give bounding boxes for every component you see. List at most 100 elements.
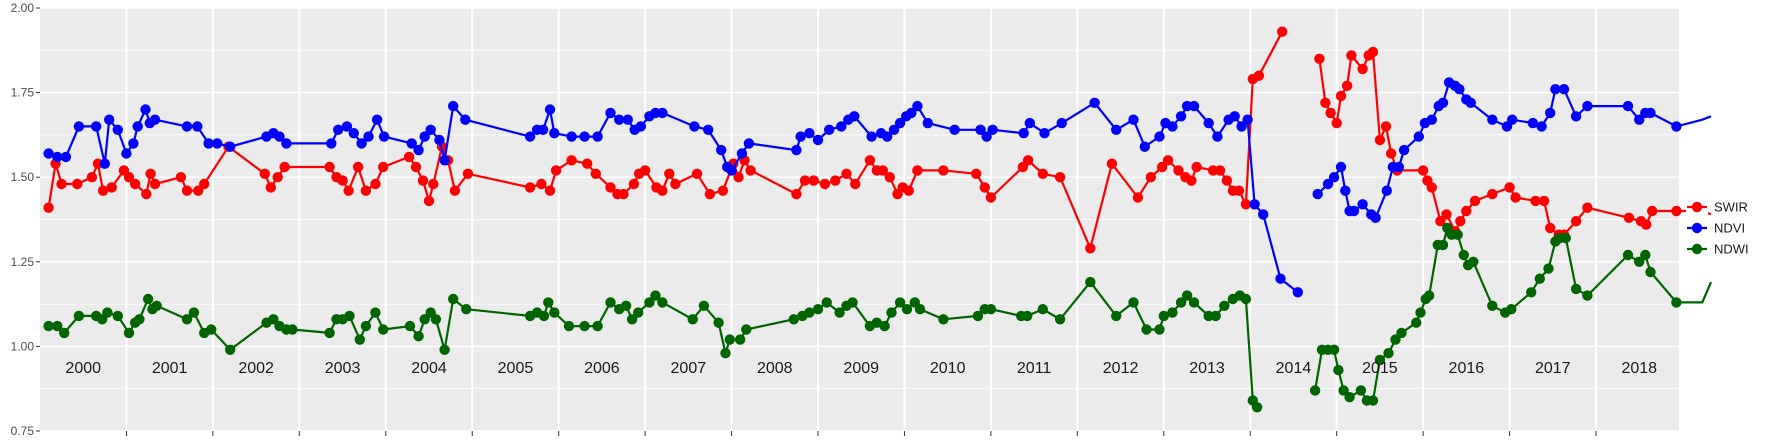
data-point	[141, 188, 152, 200]
year-labels: 2000 2001 2002 2003 2004 2005 2006 2007 2008 2009…	[65, 360, 1657, 377]
year-label: 2014	[1276, 360, 1312, 377]
data-point	[614, 114, 625, 125]
data-point	[949, 124, 960, 135]
data-point	[1487, 188, 1498, 200]
data-point	[1424, 290, 1435, 301]
data-point	[413, 144, 424, 156]
data-point	[1037, 168, 1049, 179]
data-point	[1320, 97, 1331, 109]
data-point	[1374, 354, 1386, 366]
data-point	[703, 124, 714, 135]
data-point	[1106, 158, 1118, 169]
data-point	[670, 178, 681, 190]
data-point	[1162, 155, 1174, 166]
data-point	[1582, 290, 1593, 301]
data-point	[592, 131, 603, 142]
data-point	[1465, 97, 1476, 109]
data-point	[1437, 239, 1449, 251]
data-point	[1056, 117, 1068, 129]
data-point	[1111, 310, 1122, 322]
data-point	[726, 165, 737, 176]
data-point	[912, 100, 923, 112]
data-point	[448, 100, 459, 112]
data-point	[716, 144, 727, 156]
data-point	[536, 178, 547, 190]
data-point	[268, 314, 279, 325]
data-point	[808, 175, 819, 186]
year-label: 2001	[152, 360, 188, 377]
data-point	[356, 138, 367, 149]
data-point	[378, 161, 389, 173]
data-point	[410, 161, 422, 173]
data-point	[894, 117, 906, 129]
data-point	[134, 314, 145, 325]
year-label: 2009	[843, 360, 879, 377]
data-point	[193, 185, 204, 196]
data-point	[1641, 219, 1652, 230]
data-point	[628, 178, 640, 190]
data-point	[99, 158, 111, 169]
data-point	[979, 182, 990, 193]
data-point	[1277, 26, 1288, 37]
data-point	[102, 307, 113, 318]
data-point	[804, 128, 815, 139]
data-point	[1173, 165, 1184, 176]
data-point	[847, 297, 858, 308]
year-label: 2010	[930, 360, 966, 377]
data-point	[1322, 178, 1334, 190]
data-point	[981, 131, 992, 142]
data-point	[1021, 310, 1033, 322]
data-point	[620, 300, 632, 311]
data-point	[882, 131, 893, 142]
data-point	[886, 307, 897, 318]
data-point	[791, 188, 802, 200]
data-point	[1249, 199, 1260, 210]
data-point	[1275, 273, 1286, 284]
legend-key-marker	[1691, 243, 1703, 255]
data-point	[1328, 344, 1340, 355]
data-point	[360, 320, 372, 332]
data-point	[404, 320, 416, 332]
year-label: 2016	[1449, 360, 1485, 377]
data-point	[592, 320, 603, 332]
data-point	[86, 172, 98, 183]
data-point	[1085, 243, 1096, 254]
data-point	[1543, 263, 1554, 274]
data-point	[199, 178, 210, 190]
data-point	[914, 304, 926, 315]
data-point	[129, 178, 141, 190]
data-point	[830, 175, 841, 186]
data-point	[812, 304, 824, 315]
data-point	[877, 165, 888, 176]
data-point	[1507, 114, 1518, 125]
data-point	[544, 185, 556, 196]
data-point	[1333, 364, 1344, 376]
data-point	[884, 172, 895, 183]
data-point	[1560, 232, 1572, 244]
data-point	[106, 182, 117, 193]
data-point	[849, 111, 860, 122]
data-point	[1506, 304, 1517, 315]
data-point	[1582, 202, 1593, 213]
data-point	[72, 178, 83, 190]
x-axis	[125, 431, 1597, 436]
series-ndvi	[43, 77, 1712, 298]
data-point	[804, 307, 815, 318]
data-point	[664, 168, 675, 179]
data-point	[1221, 175, 1233, 186]
data-point	[417, 175, 429, 186]
data-point	[1328, 172, 1340, 183]
data-point	[1037, 304, 1049, 315]
year-label: 2006	[584, 360, 620, 377]
data-point	[1645, 107, 1656, 119]
data-point	[1452, 229, 1463, 240]
data-point	[287, 324, 298, 335]
data-point	[720, 348, 731, 359]
data-point	[1111, 124, 1122, 135]
data-point	[821, 297, 832, 308]
data-point	[549, 128, 560, 139]
data-point	[419, 314, 430, 325]
data-point	[888, 124, 900, 135]
data-point	[549, 307, 560, 318]
